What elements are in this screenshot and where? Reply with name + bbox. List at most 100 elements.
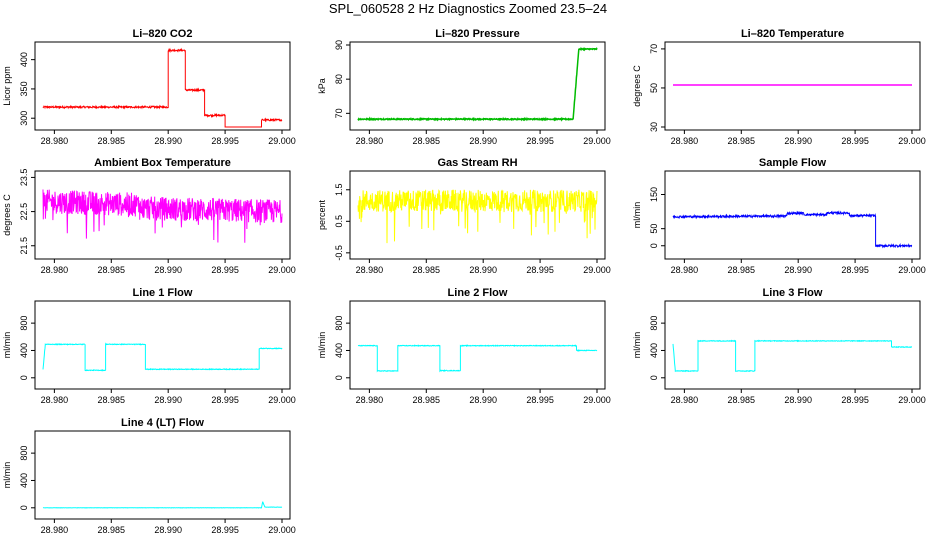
panel-5: Gas Stream RH percent 28.980 28.985 28.990 28… [317, 157, 611, 275]
x-tick-label: 28.985 [728, 265, 756, 275]
panel-title: Line 1 Flow [133, 287, 193, 299]
x-tick-label: 28.985 [413, 395, 441, 405]
x-tick-label: 29.000 [898, 395, 926, 405]
panel-title: Ambient Box Temperature [94, 157, 231, 169]
x-tick-label: 29.000 [268, 136, 296, 146]
x-tick-label: 28.990 [469, 265, 497, 275]
x-tick-label: 28.990 [154, 525, 182, 535]
y-axis-label: Licor ppm [2, 66, 12, 106]
y-axis-label: percent [317, 199, 327, 230]
series-line [357, 46, 598, 122]
x-tick-label: 29.000 [898, 136, 926, 146]
x-tick-label: 28.980 [671, 265, 699, 275]
y-axis-label: ml/min [2, 332, 12, 359]
y-axis-label: ml/min [2, 462, 12, 489]
x-tick-label: 28.995 [211, 525, 239, 535]
y-tick-label: 80 [334, 74, 344, 84]
x-tick-label: 28.995 [211, 395, 239, 405]
series-line [42, 47, 283, 128]
panel-title: Line 2 Flow [448, 287, 508, 299]
y-tick-label: 800 [334, 316, 344, 331]
y-tick-label: 21.5 [19, 237, 29, 255]
y-axis-label: ml/min [632, 332, 642, 359]
x-tick-label: 28.985 [728, 136, 756, 146]
panel-1: Li–820 CO2 Licor ppm 28.980 28.985 28.990 28.… [2, 28, 296, 146]
y-tick-label: 350 [19, 81, 29, 96]
y-tick-label: 0 [649, 243, 659, 248]
y-tick-label: 800 [19, 316, 29, 331]
x-tick-label: 28.985 [98, 395, 126, 405]
x-tick-label: 28.995 [841, 395, 869, 405]
x-tick-label: 28.980 [356, 136, 384, 146]
y-tick-label: -0.5 [334, 245, 344, 261]
y-tick-label: 0 [19, 375, 29, 380]
x-tick-label: 28.985 [728, 395, 756, 405]
plot-frame [349, 41, 606, 131]
x-tick-label: 28.995 [211, 265, 239, 275]
x-tick-label: 28.985 [98, 136, 126, 146]
panel-title: Li–820 CO2 [133, 28, 193, 40]
y-axis-label: degrees C [2, 194, 12, 236]
y-tick-label: 800 [19, 446, 29, 461]
x-tick-label: 28.980 [41, 395, 69, 405]
x-tick-label: 28.980 [671, 395, 699, 405]
x-tick-label: 28.980 [41, 265, 69, 275]
y-tick-label: 0 [334, 375, 344, 380]
panel-8: Line 2 Flow ml/min 28.980 28.985 28.990 28.99… [317, 287, 611, 405]
x-tick-label: 28.980 [356, 265, 384, 275]
y-tick-label: 70 [334, 108, 344, 118]
y-tick-label: 800 [649, 316, 659, 331]
plot-frame [664, 41, 921, 131]
y-tick-label: 0.5 [334, 215, 344, 228]
x-tick-label: 28.995 [211, 136, 239, 146]
x-tick-label: 29.000 [898, 265, 926, 275]
x-tick-label: 28.990 [784, 395, 812, 405]
panel-title: Li–820 Pressure [435, 28, 519, 40]
plot-frame [34, 41, 291, 131]
panel-4: Ambient Box Temperature degrees C 28.980 28… [2, 157, 296, 275]
figure-title: SPL_060528 2 Hz Diagnostics Zoomed 23.5–… [328, 1, 608, 16]
x-tick-label: 28.995 [841, 136, 869, 146]
y-tick-label: 50 [649, 83, 659, 93]
x-tick-label: 28.990 [154, 265, 182, 275]
y-tick-label: 50 [649, 224, 659, 234]
x-tick-label: 28.985 [413, 265, 441, 275]
x-tick-label: 28.990 [784, 136, 812, 146]
plot-frame [349, 170, 606, 260]
x-tick-label: 28.985 [413, 136, 441, 146]
x-tick-label: 29.000 [583, 136, 611, 146]
y-tick-label: 70 [649, 44, 659, 54]
x-tick-label: 28.995 [526, 265, 554, 275]
series-line [357, 344, 598, 373]
y-tick-label: 400 [649, 343, 659, 358]
panel-2: Li–820 Pressure kPa 28.980 28.985 28.990 28.9… [317, 28, 611, 146]
plot-frame [664, 170, 921, 260]
panel-10: Line 4 (LT) Flow ml/min 28.980 28.985 28.990… [2, 417, 296, 535]
x-tick-label: 28.985 [98, 265, 126, 275]
y-axis-label: ml/min [632, 202, 642, 229]
panel-title: Gas Stream RH [437, 157, 517, 169]
plot-frame [34, 300, 291, 390]
y-tick-label: 300 [19, 111, 29, 126]
y-tick-label: 400 [19, 343, 29, 358]
y-tick-label: 22.5 [19, 203, 29, 221]
panel-title: Li–820 Temperature [741, 28, 844, 40]
x-tick-label: 28.990 [784, 265, 812, 275]
plot-frame [34, 430, 291, 520]
y-tick-label: 400 [19, 52, 29, 67]
x-tick-label: 28.980 [671, 136, 699, 146]
panel-title: Line 4 (LT) Flow [121, 417, 204, 429]
series-line [42, 189, 283, 243]
y-tick-label: 1.5 [334, 184, 344, 197]
panel-6: Sample Flow ml/min 28.980 28.985 28.990 28.99… [632, 157, 926, 275]
panel-3: Li–820 Temperature degrees C 28.980 28.985 2… [632, 28, 926, 146]
panel-title: Line 3 Flow [763, 287, 823, 299]
y-tick-label: 0 [19, 505, 29, 510]
x-tick-label: 28.980 [356, 395, 384, 405]
panel-9: Line 3 Flow ml/min 28.980 28.985 28.990 28.99… [632, 287, 926, 405]
series-line [357, 189, 598, 244]
plot-frame [664, 300, 921, 390]
y-axis-label: kPa [317, 78, 327, 94]
